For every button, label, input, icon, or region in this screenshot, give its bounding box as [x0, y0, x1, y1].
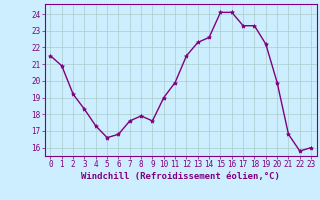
- X-axis label: Windchill (Refroidissement éolien,°C): Windchill (Refroidissement éolien,°C): [81, 172, 280, 181]
